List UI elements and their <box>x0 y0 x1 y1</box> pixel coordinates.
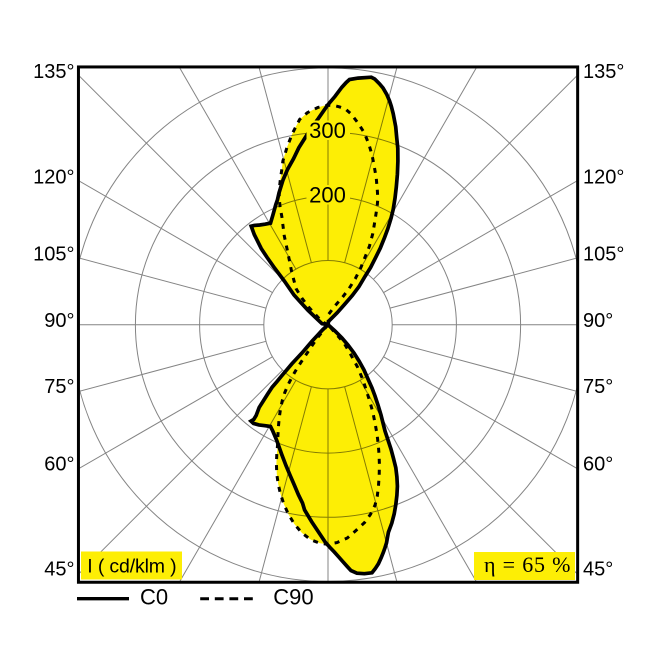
svg-text:C90: C90 <box>273 584 313 609</box>
svg-text:C0: C0 <box>140 584 168 609</box>
svg-text:75°: 75° <box>583 376 613 398</box>
svg-text:90°: 90° <box>44 310 74 332</box>
svg-text:105°: 105° <box>583 244 624 266</box>
svg-text:200: 200 <box>309 182 346 207</box>
svg-text:120°: 120° <box>583 167 624 189</box>
svg-text:135°: 135° <box>33 61 74 83</box>
svg-text:90°: 90° <box>583 310 613 332</box>
svg-text:η = 65 %: η = 65 % <box>484 552 571 577</box>
svg-text:45°: 45° <box>44 558 74 580</box>
svg-text:I ( cd/klm ): I ( cd/klm ) <box>87 556 176 578</box>
svg-text:105°: 105° <box>33 244 74 266</box>
svg-text:300: 300 <box>309 118 346 143</box>
svg-text:135°: 135° <box>583 61 624 83</box>
svg-text:60°: 60° <box>583 454 613 476</box>
svg-text:75°: 75° <box>44 376 74 398</box>
svg-text:120°: 120° <box>33 167 74 189</box>
svg-text:60°: 60° <box>44 454 74 476</box>
svg-text:45°: 45° <box>583 558 613 580</box>
